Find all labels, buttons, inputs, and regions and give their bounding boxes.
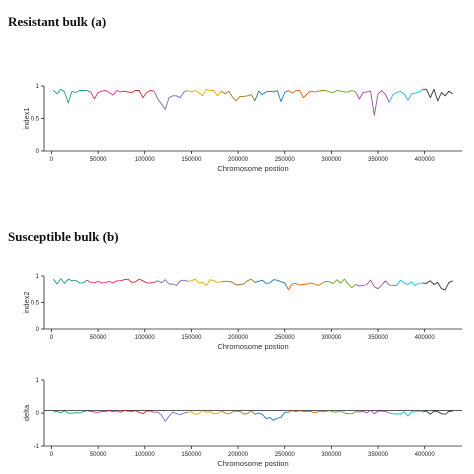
delta-chart: -1 0 1 0 50000 100000 150000 200000 250000 300000… (22, 378, 462, 468)
series-segment (422, 88, 453, 102)
x-tick-label: 300000 (321, 157, 342, 163)
x-tick-label: 250000 (275, 157, 296, 163)
y-tick-label: 0.5 (31, 117, 40, 123)
y-tick-label: -1 (34, 444, 40, 450)
x-tick-label: 200000 (228, 452, 249, 458)
y-axis-title: delta (22, 404, 31, 421)
x-tick-label: 0 (50, 157, 54, 163)
panel-b-title: Susceptible bulk (b) (8, 229, 119, 244)
y-axis-title: index2 (22, 291, 31, 313)
x-tick-label: 400000 (415, 452, 436, 458)
series-segment (53, 410, 88, 414)
series-segment (187, 88, 222, 97)
series-segment (288, 90, 323, 99)
series-segment (288, 410, 322, 414)
series-segment (254, 279, 289, 291)
x-tick-label: 150000 (181, 157, 202, 163)
series-segment (355, 279, 390, 290)
series-segment (120, 90, 155, 99)
x-tick-label: 250000 (275, 335, 296, 341)
series-segment (389, 410, 423, 417)
x-tick-label: 150000 (181, 452, 202, 458)
series-segment (187, 410, 222, 415)
series-segment (288, 282, 323, 291)
x-axis-title: Chromosome postion (217, 342, 288, 351)
series-segment (389, 279, 423, 286)
y-tick-label: 0 (36, 411, 40, 417)
x-tick-label: 0 (50, 452, 54, 458)
x-tick-label: 50000 (90, 335, 107, 341)
x-tick-label: 350000 (368, 335, 389, 341)
x-axis-title: Chromosome postion (217, 459, 288, 468)
y-tick-label: 1 (36, 378, 40, 384)
series-segment (53, 88, 87, 104)
series-segment (52, 278, 88, 285)
series-segment (422, 280, 453, 291)
series-segment (388, 88, 424, 103)
y-tick-label: 0.5 (31, 301, 40, 307)
x-tick-label: 100000 (135, 335, 156, 341)
index1-chart: 0 0.5 1 0 50000 100000 150000 200000 250000 30000… (22, 84, 462, 173)
series-segment (153, 90, 188, 110)
y-tick-label: 0 (36, 327, 40, 333)
series-segment (154, 411, 188, 422)
x-tick-label: 200000 (228, 157, 249, 163)
y-axis-title: index1 (22, 107, 31, 129)
x-tick-label: 100000 (135, 157, 156, 163)
series-segment (355, 90, 390, 116)
series-segment (86, 410, 121, 413)
series-segment (86, 90, 121, 100)
y-tick-label: 0 (36, 149, 40, 155)
series-segment (322, 90, 356, 93)
x-tick-label: 400000 (415, 335, 436, 341)
x-axis-title: Chromosome postion (217, 164, 288, 173)
series-segment (321, 410, 356, 415)
x-tick-label: 50000 (90, 452, 107, 458)
index2-chart: 0 0.5 1 0 50000 100000 150000 200000 250000 30000… (22, 274, 462, 351)
x-tick-label: 300000 (321, 452, 342, 458)
series-segment (221, 410, 256, 415)
series-segment (187, 278, 222, 286)
panel-a-title: Resistant bulk (a) (8, 14, 107, 29)
series-segment (422, 410, 453, 415)
x-tick-label: 250000 (275, 452, 296, 458)
series-segment (321, 278, 356, 289)
x-tick-label: 100000 (135, 452, 156, 458)
x-tick-label: 300000 (321, 335, 342, 341)
x-tick-label: 200000 (228, 335, 249, 341)
x-tick-label: 0 (50, 335, 54, 341)
x-tick-label: 50000 (90, 157, 107, 163)
series-segment (153, 279, 188, 286)
series-segment (86, 279, 121, 284)
series-segment (221, 278, 256, 286)
series-segment (355, 409, 390, 415)
x-tick-label: 350000 (368, 157, 389, 163)
series-segment (254, 90, 289, 103)
y-tick-label: 1 (36, 274, 40, 280)
series-segment (221, 90, 256, 102)
x-tick-label: 350000 (368, 452, 389, 458)
series-segment (120, 278, 155, 284)
axes (43, 86, 462, 152)
series-segment (254, 411, 289, 421)
axes (43, 276, 462, 330)
y-tick-label: 1 (36, 84, 40, 90)
series-segment (120, 409, 155, 415)
x-tick-label: 150000 (181, 335, 202, 341)
x-tick-label: 400000 (415, 157, 436, 163)
